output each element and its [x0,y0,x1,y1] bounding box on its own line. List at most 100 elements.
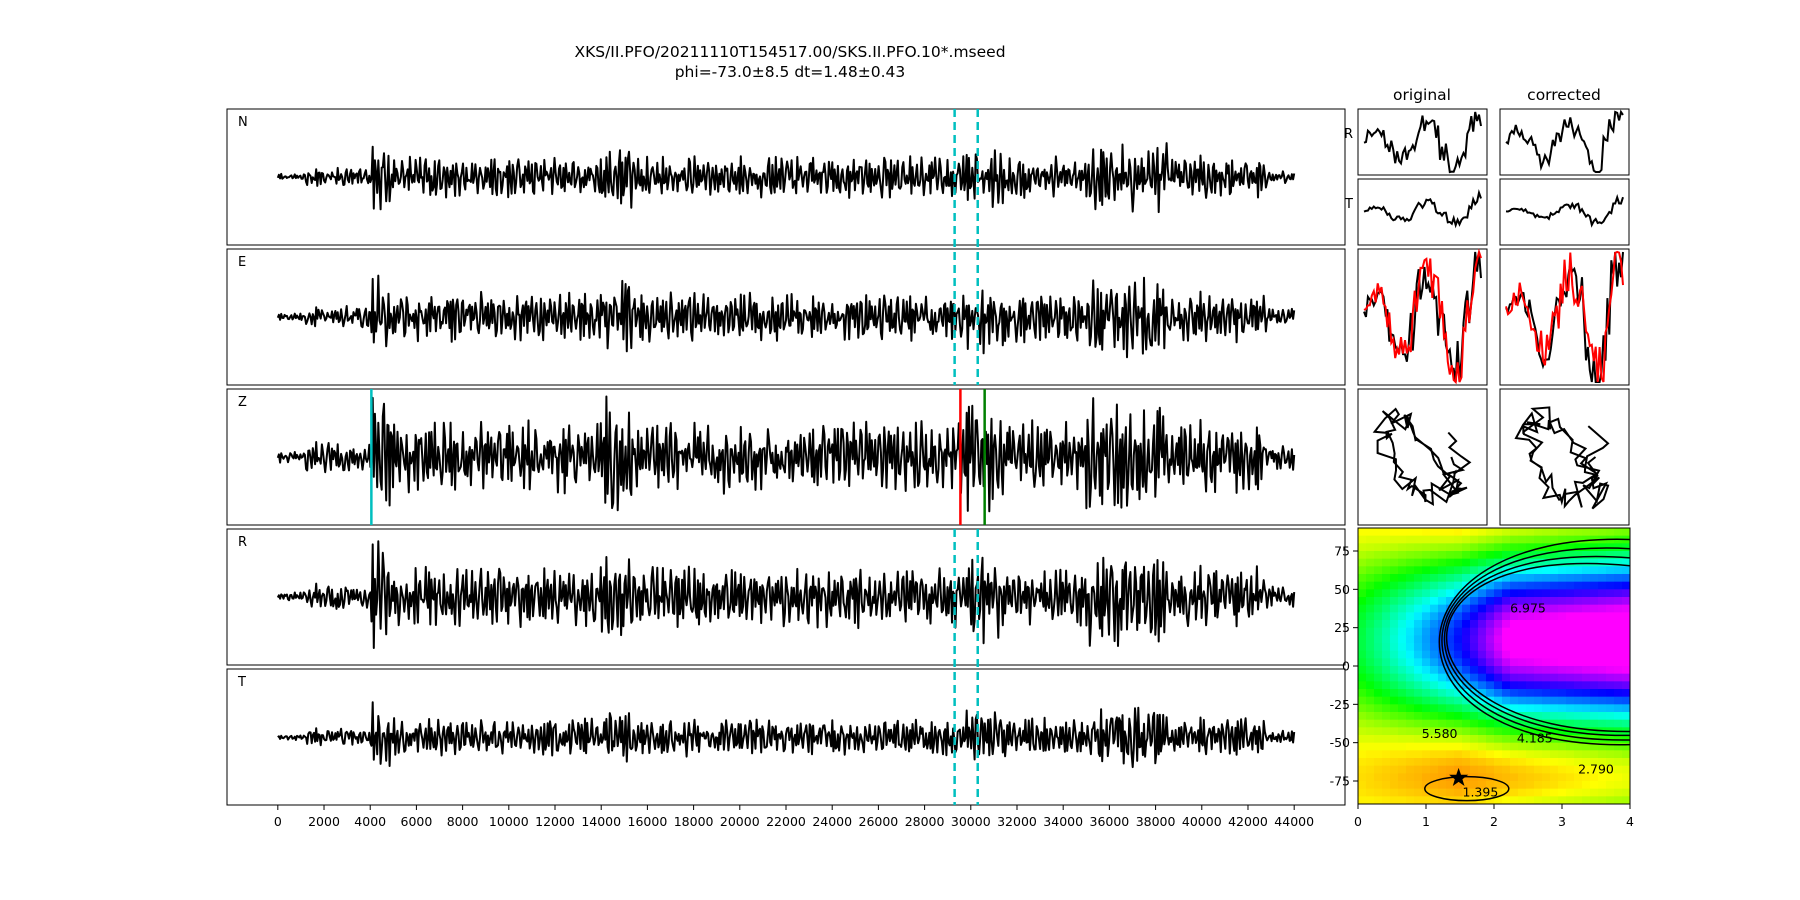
heatmap-cell [1422,742,1431,751]
heatmap-cell [1598,781,1607,790]
heatmap-cell [1526,742,1535,751]
heatmap-cell [1558,643,1567,652]
heatmap-cell [1486,650,1495,659]
heatmap-cell [1590,666,1599,675]
heatmap-cell [1622,689,1630,698]
heatmap-cell [1518,551,1527,560]
heatmap-cell [1422,750,1431,759]
heatmap-cell [1574,620,1583,629]
heatmap-cell [1510,558,1519,567]
heatmap-cell [1374,620,1383,629]
heatmap-cell [1582,712,1591,721]
heatmap-cell [1414,704,1423,713]
heatmap-cell [1358,681,1367,690]
heatmap-cell [1598,558,1607,567]
heatmap-cell [1566,574,1575,583]
heatmap-cell [1438,543,1447,552]
heatmap-cell [1598,635,1607,644]
heatmap-cell [1470,558,1479,567]
heatmap-cell [1598,650,1607,659]
heatmap-cell [1614,589,1623,598]
heatmap-cell [1358,635,1367,644]
heatmap-cell [1438,758,1447,767]
heatmap-cell [1550,543,1559,552]
heatmap-cell [1430,704,1439,713]
heatmap-cell [1478,765,1487,774]
heatmap-cell [1486,689,1495,698]
heatmap-cell [1478,681,1487,690]
heatmap-cell [1406,781,1415,790]
title-line2: phi=-73.0±8.5 dt=1.48±0.43 [675,63,906,81]
grid-y-tick-label: -25 [1330,697,1350,712]
heatmap-cell [1558,566,1567,575]
heatmap-cell [1502,589,1511,598]
heatmap-cell [1382,719,1391,728]
heatmap-cell [1550,627,1559,636]
contour-labels: 1.395 2.790 4.185 5.580 6.975 [1422,600,1614,799]
heatmap-cell [1494,727,1503,736]
heatmap-cell [1406,796,1415,804]
heatmap-cell [1566,689,1575,698]
heatmap-cell [1542,620,1551,629]
heatmap-cell [1494,581,1503,590]
heatmap-cell [1494,735,1503,744]
heatmap-cell [1366,558,1375,567]
heatmap-cell [1494,635,1503,644]
heatmap-cell [1366,788,1375,797]
heatmap-cell [1430,581,1439,590]
heatmap-cell [1358,627,1367,636]
heatmap-cell [1390,658,1399,667]
heatmap-cell [1566,620,1575,629]
heatmap-cell [1390,581,1399,590]
heatmap-cell [1446,581,1455,590]
grid-y-tick-label: 0 [1342,659,1350,674]
heatmap-cell [1582,551,1591,560]
heatmap-cell [1590,658,1599,667]
heatmap-cell [1582,758,1591,767]
heatmap-cell [1550,712,1559,721]
heatmap-cell [1358,696,1367,705]
heatmap-cell [1470,765,1479,774]
heatmap-cell [1526,535,1535,544]
heatmap-cell [1590,635,1599,644]
heatmap-cell [1598,597,1607,606]
heatmap-cell [1526,574,1535,583]
heatmap-cell [1374,658,1383,667]
heatmap-cell [1470,543,1479,552]
heatmap-cell [1606,627,1615,636]
heatmap-cell [1566,650,1575,659]
heatmap-cell [1502,574,1511,583]
heatmap-cell [1398,735,1407,744]
heatmap-cell [1430,643,1439,652]
grid-y-tick-label: 75 [1334,544,1350,559]
heatmap-cell [1534,543,1543,552]
heatmap-cell [1550,689,1559,698]
heatmap-cell [1542,581,1551,590]
heatmap-cell [1406,589,1415,598]
heatmap-cell [1366,535,1375,544]
heatmap-cell [1606,765,1615,774]
heatmap-cell [1358,643,1367,652]
heatmap-cell [1406,704,1415,713]
seismogram-trace [277,701,1296,769]
heatmap-cell [1446,597,1455,606]
contour-line [1438,538,1630,746]
heatmap-cell [1374,681,1383,690]
heatmap-cell [1446,528,1455,537]
heatmap-cell [1478,673,1487,682]
heatmap-cell [1542,535,1551,544]
heatmap-cell [1502,673,1511,682]
heatmap-cell [1430,773,1439,782]
heatmap-cell [1374,635,1383,644]
heatmap-cell [1598,612,1607,621]
heatmap-cell [1566,604,1575,613]
heatmap-cell [1542,765,1551,774]
heatmap-cell [1390,681,1399,690]
heatmap-cell [1438,666,1447,675]
heatmap-cell [1358,558,1367,567]
heatmap-cell [1566,589,1575,598]
heatmap-cell [1430,574,1439,583]
heatmap-cell [1478,727,1487,736]
heatmap-cell [1526,635,1535,644]
heatmap-cell [1374,627,1383,636]
